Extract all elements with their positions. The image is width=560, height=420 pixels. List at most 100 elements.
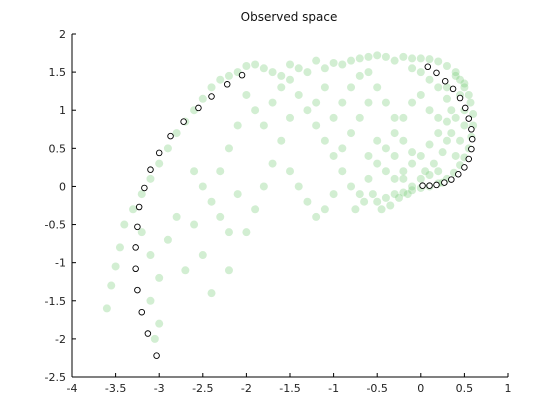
cloud-point [277, 71, 286, 80]
cloud-point [364, 151, 373, 160]
cloud-point [381, 98, 390, 107]
cloud-point [233, 121, 242, 130]
cloud-point [373, 136, 382, 145]
cloud-point [259, 182, 268, 191]
cloud-point [338, 144, 347, 153]
open-marker-point [468, 126, 475, 133]
cloud-point [399, 113, 408, 122]
cloud-point [198, 94, 207, 103]
cloud-point [416, 174, 425, 183]
cloud-point [102, 304, 111, 313]
cloud-point [381, 144, 390, 153]
open-marker-point [147, 166, 154, 173]
cloud-point [425, 171, 434, 180]
cloud-point [408, 182, 417, 191]
y-tick-label: -1 [55, 257, 66, 270]
open-marker-point [155, 149, 163, 157]
cloud-point [312, 121, 321, 130]
cloud-point [460, 121, 469, 130]
cloud-point [198, 251, 207, 260]
chart-title: Observed space [241, 10, 338, 24]
open-marker-point [433, 181, 440, 189]
open-marker-point [180, 118, 187, 125]
cloud-point [364, 52, 373, 61]
cloud-point [329, 151, 338, 160]
cloud-point [277, 136, 286, 145]
y-tick-label: -1.5 [45, 295, 66, 308]
cloud-point [146, 174, 155, 183]
cloud-point [303, 68, 312, 77]
open-marker-point [441, 179, 448, 186]
cloud-point [207, 289, 216, 298]
cloud-point [390, 56, 399, 65]
cloud-point [438, 148, 447, 157]
cloud-point [460, 79, 469, 88]
cloud-point [447, 106, 456, 115]
y-tick-label: 1.5 [49, 66, 67, 79]
cloud-point [425, 140, 434, 149]
cloud-point [464, 90, 473, 99]
cloud-point [329, 58, 338, 67]
cloud-point [120, 220, 129, 229]
cloud-point [137, 228, 146, 237]
open-marker-point [419, 182, 426, 189]
cloud-point [451, 151, 460, 160]
cloud-point [442, 62, 451, 71]
cloud-point [155, 273, 164, 282]
cloud-point [416, 90, 425, 99]
cloud-point [207, 197, 216, 206]
x-tick-label: 0 [417, 382, 424, 395]
cloud-point [355, 190, 364, 199]
cloud-point [312, 212, 321, 221]
cloud-point [451, 71, 460, 80]
y-tick-label: -0.5 [45, 219, 66, 232]
x-tick-label: -1 [328, 382, 339, 395]
cloud-point [425, 106, 434, 115]
cloud-point [466, 98, 475, 107]
cloud-point [286, 167, 294, 176]
cloud-point [416, 151, 425, 160]
cloud-point [447, 129, 456, 138]
cloud-point [408, 159, 417, 168]
cloud-point [425, 75, 434, 84]
y-tick-label: -2 [55, 333, 66, 346]
cloud-point [320, 64, 329, 73]
cloud-point [198, 182, 207, 191]
cloud-point [381, 193, 390, 202]
cloud-point [207, 83, 216, 92]
y-tick-label: 0.5 [49, 142, 67, 155]
cloud-point [442, 94, 451, 103]
cloud-point [216, 167, 225, 176]
cloud-point [377, 205, 386, 214]
cloud-point [451, 68, 460, 77]
cloud-point [434, 83, 443, 92]
open-marker-point [195, 104, 202, 112]
open-marker-point [138, 308, 146, 316]
cloud-point [381, 52, 390, 61]
x-tick-label: -3 [154, 382, 165, 395]
open-marker-point [144, 330, 152, 337]
cloud-point [251, 60, 260, 69]
open-marker-point [468, 135, 476, 143]
cloud-point [294, 64, 303, 73]
cloud-point [320, 83, 329, 92]
cloud-point [460, 83, 469, 92]
cloud-point [338, 60, 347, 69]
cloud-point [390, 174, 399, 183]
cloud-point [434, 167, 443, 176]
cloud-point [259, 64, 268, 73]
x-tick-label: -4 [67, 382, 78, 395]
open-marker-point [132, 265, 139, 273]
cloud-point [163, 144, 172, 153]
cloud-point [429, 159, 438, 168]
open-marker-point [462, 104, 469, 112]
cloud-point [111, 262, 120, 271]
open-marker-point [449, 85, 457, 93]
cloud-point [368, 190, 377, 199]
cloud-point [434, 57, 443, 66]
cloud-point [286, 60, 294, 69]
x-axis: -4 -3.5 -3 -2.5 -2 -1.5 -1 -0.5 0 0.5 1 [67, 373, 512, 395]
x-tick-label: 0.5 [456, 382, 474, 395]
